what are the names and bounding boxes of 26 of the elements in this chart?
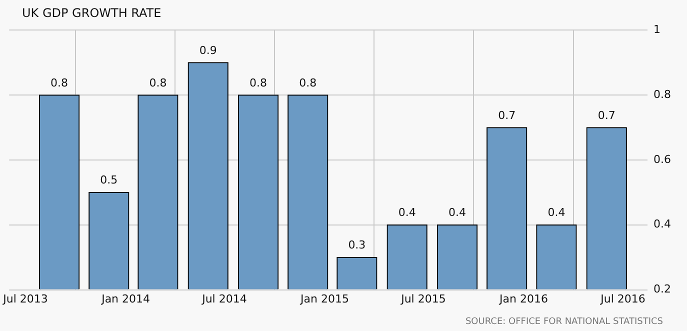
y-tick-label: 0.8 <box>654 88 672 101</box>
x-tick-label: Jan 2016 <box>498 292 548 306</box>
x-tick-label: Jan 2015 <box>300 292 349 306</box>
data-label: 0.3 <box>348 238 366 252</box>
x-tick-label: Jan 2014 <box>100 292 150 306</box>
data-label: 0.9 <box>199 44 217 57</box>
x-tick-label: Jul 2015 <box>400 292 446 306</box>
chart-title: UK GDP GROWTH RATE <box>22 6 162 20</box>
x-tick-label: Jul 2016 <box>600 292 646 306</box>
data-label: 0.8 <box>299 76 317 90</box>
data-label: 0.7 <box>598 108 616 122</box>
y-tick-label: 0.2 <box>654 282 672 296</box>
data-label: 0.4 <box>398 206 416 220</box>
data-label: 0.5 <box>100 174 118 187</box>
x-tick-label: Jul 2013 <box>2 292 48 306</box>
y-tick-label: 0.4 <box>654 218 672 231</box>
x-tick-label: Jul 2014 <box>201 292 247 306</box>
data-label: 0.4 <box>448 206 466 220</box>
data-label: 0.8 <box>149 76 167 90</box>
data-label: 0.7 <box>498 108 516 122</box>
y-tick-label: 0.6 <box>654 152 672 166</box>
data-label: 0.8 <box>50 76 68 90</box>
data-label: 0.8 <box>250 76 268 90</box>
y-tick-label: 1 <box>654 22 661 36</box>
source-note: SOURCE: OFFICE FOR NATIONAL STATISTICS <box>465 317 663 327</box>
data-label: 0.4 <box>548 206 566 220</box>
